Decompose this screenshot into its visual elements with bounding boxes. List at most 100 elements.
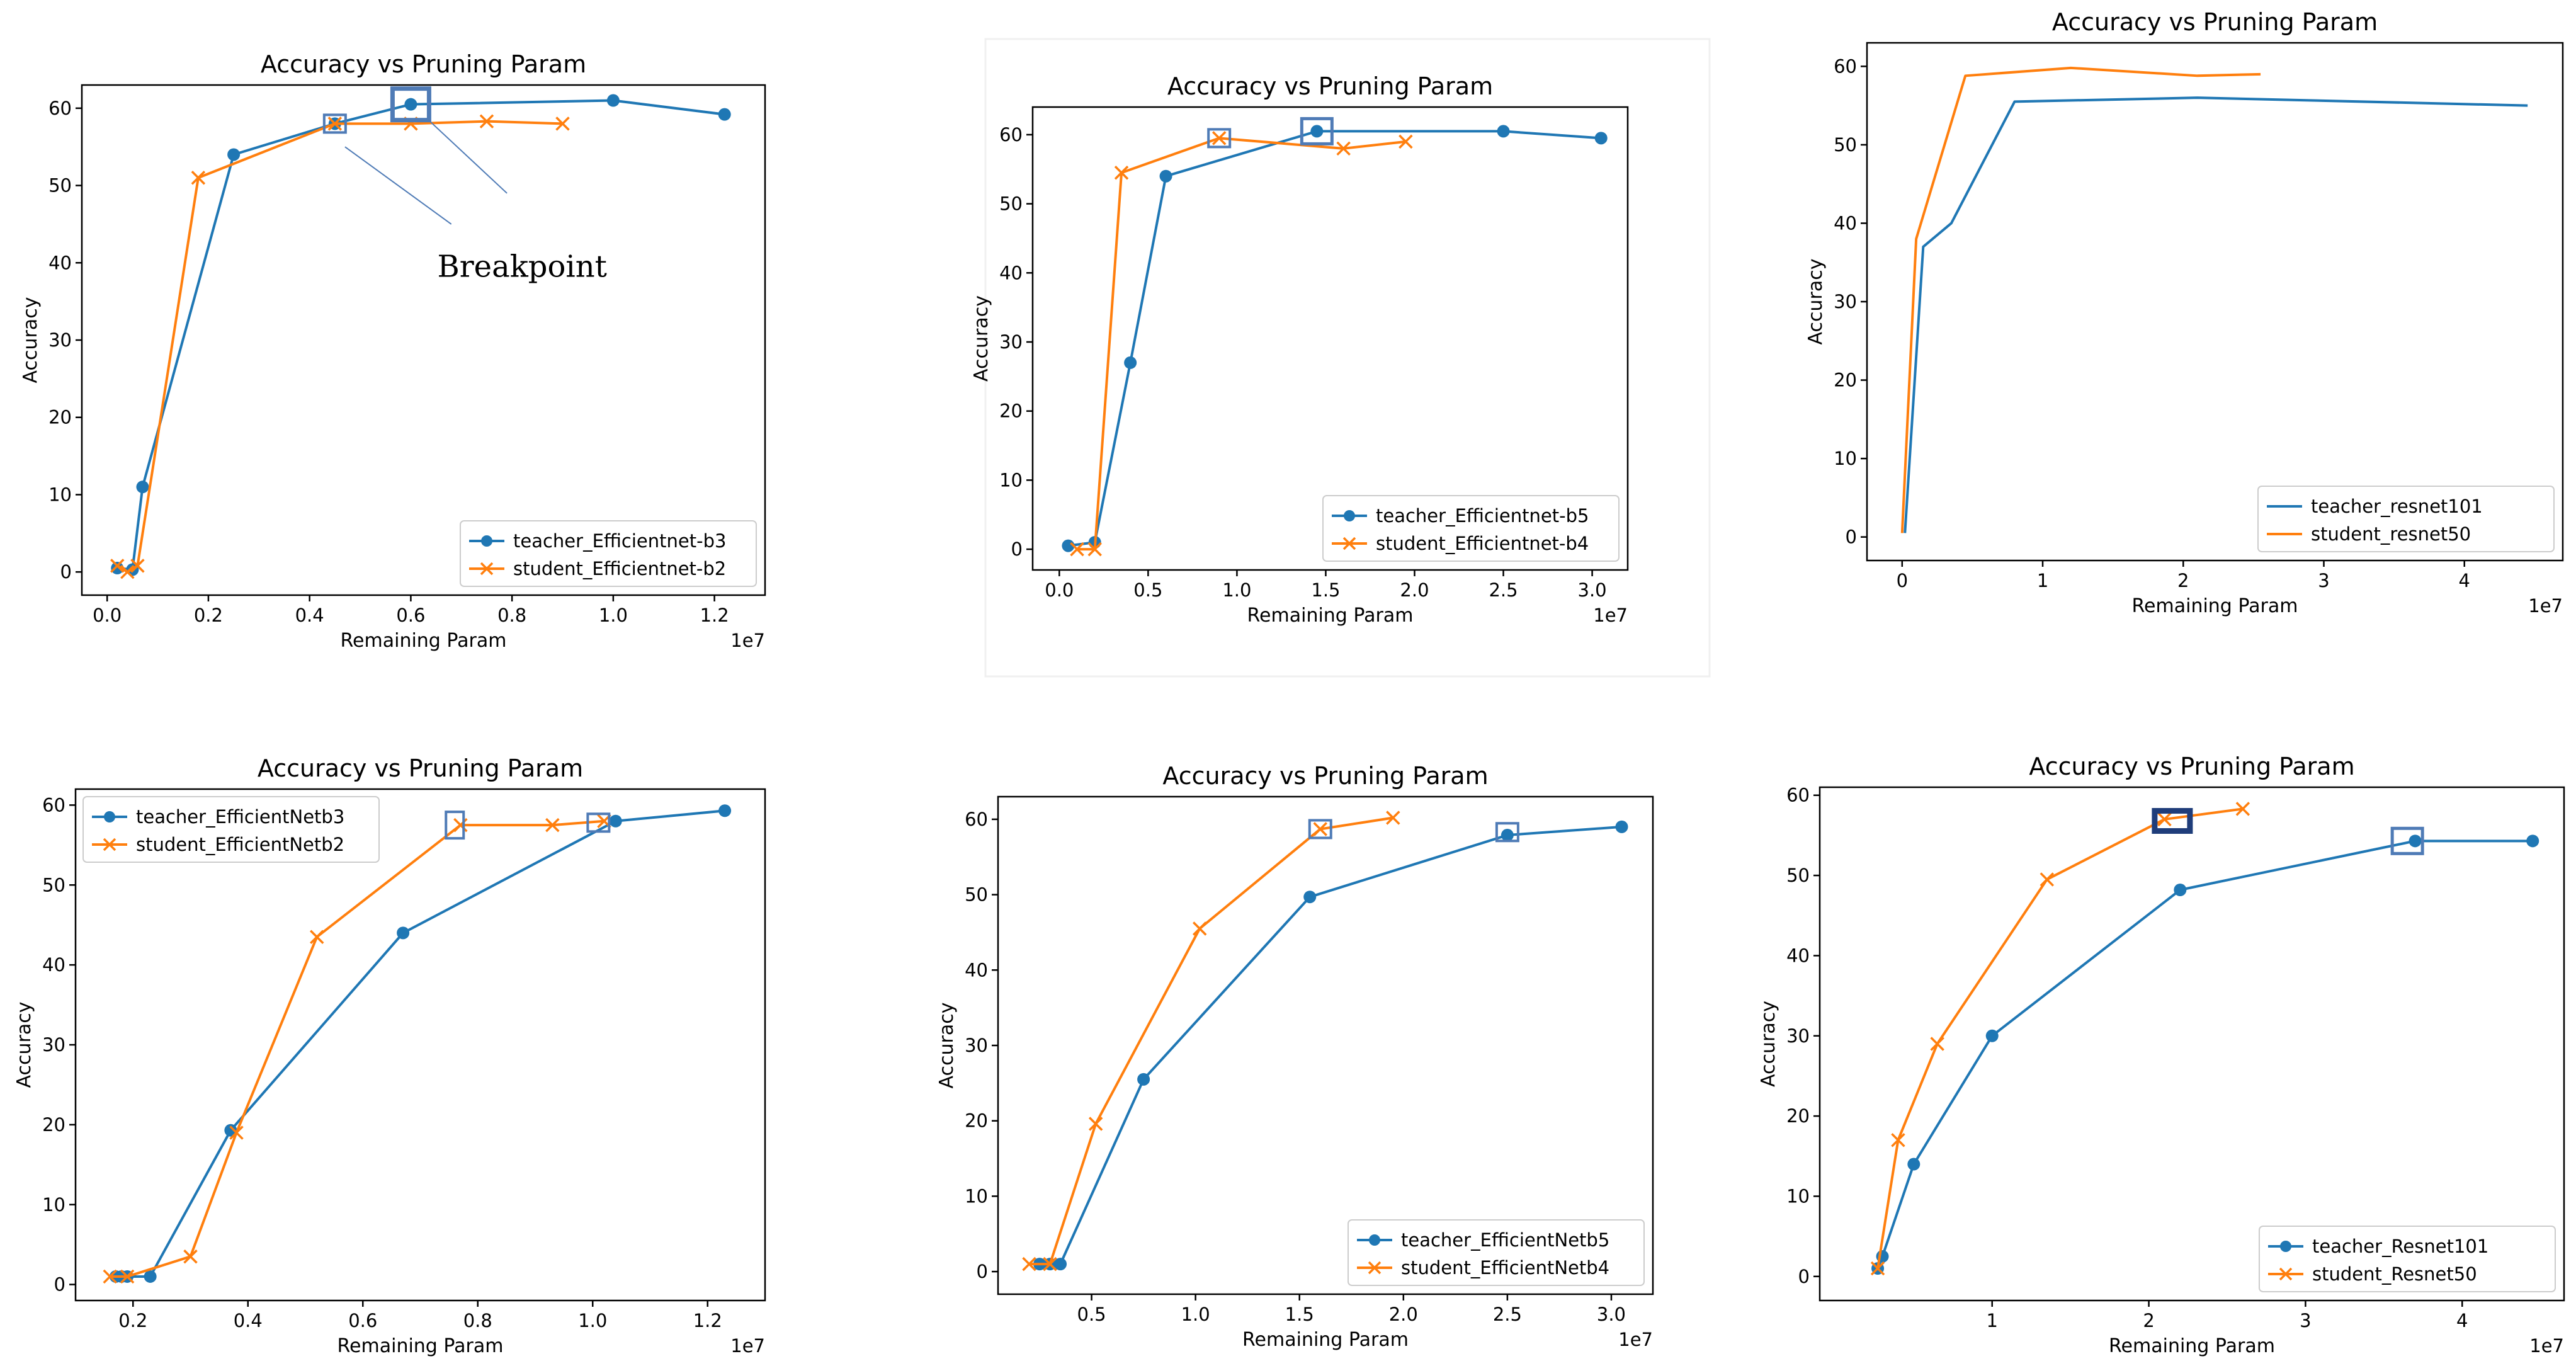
legend: teacher_Efficientnet-b3 student_Efficient… [460, 520, 757, 587]
legend-marker [103, 838, 116, 851]
series-teacher-line [117, 99, 725, 571]
y-tick-label: 20 [999, 401, 1023, 422]
x-tick-label: 3.0 [1578, 579, 1607, 601]
legend-marker [1342, 537, 1356, 550]
highlight-box-0 [1308, 819, 1332, 840]
y-tick-label: 50 [1834, 134, 1857, 156]
x-tick-label: 1.0 [599, 605, 628, 626]
chart-title: Accuracy vs Pruning Param [1167, 72, 1493, 100]
series-teacher-point-3 [227, 148, 241, 161]
y-tick-label: 40 [42, 954, 65, 976]
y-tick-label: 20 [42, 1114, 65, 1135]
series-student-point-2 [183, 1249, 198, 1264]
y-tick-label: 40 [1786, 945, 1810, 966]
x-offset-label: 1e7 [730, 1335, 765, 1357]
y-tick-label: 50 [1786, 865, 1810, 886]
y-tick-label: 10 [999, 469, 1023, 491]
y-tick-label: 20 [965, 1110, 988, 1132]
x-axis-label: Remaining Param [1242, 1329, 1409, 1351]
legend-label: teacher_Resnet101 [2312, 1236, 2488, 1257]
y-tick-label: 40 [48, 252, 72, 273]
x-offset-label: 1e7 [1593, 605, 1628, 626]
series-student-point-1 [120, 564, 135, 579]
panel-frame [984, 38, 1711, 678]
legend-label: teacher_Efficientnet-b5 [1376, 505, 1589, 526]
chart-4: Accuracy vs Pruning Param 0.2 0.4 0.6 0.8 1.0… [13, 754, 766, 1357]
y-axis-label: Accuracy [20, 297, 42, 384]
axes-frame [1819, 786, 2565, 1302]
x-tick-label: 3.0 [1597, 1304, 1626, 1325]
series-student-point-6 [479, 114, 494, 128]
series-student-point-0 [1070, 542, 1084, 557]
y-tick-label: 30 [965, 1035, 988, 1056]
legend-entry-teacher: teacher_Efficientnet-b3 [469, 530, 726, 552]
x-tick-label: 2.5 [1493, 1304, 1522, 1325]
y-tick-label: 50 [999, 193, 1023, 215]
y-tick-label: 60 [999, 124, 1023, 145]
legend-entry-teacher: teacher_EfficientNetb5 [1357, 1229, 1609, 1251]
highlight-box-0 [1207, 128, 1232, 149]
series-student-point-4 [310, 930, 324, 944]
y-tick-label: 30 [42, 1034, 65, 1056]
y-tick-label: 60 [1834, 55, 1857, 77]
y-tick-label: 20 [1834, 370, 1857, 391]
axes-frame [1031, 106, 1629, 571]
legend-entry-teacher: teacher_resnet101 [2267, 496, 2483, 517]
series-student-point-4 [1336, 141, 1351, 156]
y-tick-label: 0 [977, 1261, 988, 1282]
legend-marker [1368, 1261, 1382, 1275]
x-tick-label: 1.5 [1285, 1304, 1314, 1325]
x-offset-label: 1e7 [2528, 595, 2563, 617]
series-teacher-point-4 [1303, 891, 1317, 904]
y-tick-label: 10 [1834, 448, 1857, 469]
series-teacher-point-3 [1159, 169, 1172, 183]
y-tick-label: 50 [42, 874, 65, 896]
series-student-point-1 [1043, 1256, 1057, 1272]
x-axis-label: Remaining Param [1247, 605, 1414, 627]
legend-entry-student: student_EfficientNetb2 [92, 834, 344, 855]
legend-frame [2257, 486, 2555, 552]
series-student-line [1077, 137, 1406, 551]
series-teacher-point-5 [1501, 829, 1514, 842]
legend-label: student_EfficientNetb4 [1401, 1257, 1609, 1278]
legend-marker [1344, 510, 1355, 521]
x-tick-label: 2 [2177, 570, 2189, 591]
legend-marker [1369, 1234, 1380, 1246]
x-tick-label: 0.5 [1133, 579, 1162, 601]
series-student-point-1 [1891, 1133, 1905, 1147]
y-tick-label: 0 [1011, 538, 1023, 560]
x-tick-label: 1.0 [578, 1310, 607, 1331]
y-tick-label: 20 [48, 407, 72, 428]
series-student-point-2 [1088, 1117, 1103, 1131]
series-student-point-6 [545, 817, 560, 833]
legend-frame [2259, 1226, 2556, 1292]
axes-frame [81, 84, 766, 596]
highlight-box-0 [445, 811, 465, 840]
x-tick-label: 0.6 [396, 605, 425, 626]
legend-marker [104, 811, 115, 822]
series-teacher-point-7 [718, 804, 732, 817]
x-tick-label: 0.2 [194, 605, 223, 626]
legend: teacher_Resnet101 student_Resnet50 [2259, 1226, 2556, 1292]
series-teacher-line [115, 809, 725, 1278]
series-teacher-point-2 [1054, 1258, 1067, 1271]
series-teacher-point-5 [397, 926, 410, 940]
x-offset-label: 1e7 [730, 630, 765, 651]
legend-label: teacher_Efficientnet-b3 [513, 530, 726, 552]
x-tick-label: 0.5 [1077, 1304, 1106, 1325]
series-student-line [1029, 816, 1393, 1266]
series-student-point-2 [1930, 1037, 1944, 1051]
y-tick-label: 40 [1834, 212, 1857, 234]
y-tick-label: 10 [42, 1194, 65, 1215]
x-tick-label: 0.2 [118, 1310, 147, 1331]
x-tick-label: 4 [2459, 570, 2470, 591]
series-student-point-0 [110, 559, 125, 573]
x-tick-label: 2.5 [1489, 579, 1518, 601]
chart-title: Accuracy vs Pruning Param [2029, 753, 2354, 780]
chart-title: Accuracy vs Pruning Param [258, 754, 583, 782]
series-teacher-point-4 [2174, 884, 2187, 896]
x-offset-label: 1e7 [1618, 1329, 1653, 1350]
chart-2: Accuracy vs Pruning Param 0.0 0.5 1.0 1.5 2.0… [970, 38, 1711, 678]
legend-label: teacher_EfficientNetb5 [1401, 1229, 1609, 1251]
